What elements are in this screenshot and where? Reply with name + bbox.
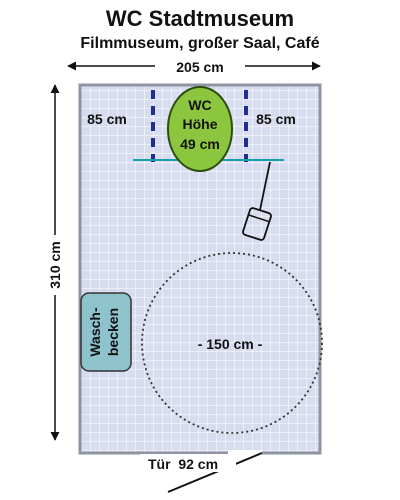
toilet-label-line2: Höhe xyxy=(183,116,218,132)
sink-icon xyxy=(80,292,132,372)
sink-label-line2: becken xyxy=(105,308,121,356)
door-leaf xyxy=(167,452,263,493)
turning-circle-label: - 150 cm - xyxy=(198,336,263,352)
depth-label-bg xyxy=(46,235,64,295)
door-label-bg xyxy=(140,454,236,472)
sink-label-line1: Wasch- xyxy=(87,307,103,357)
emergency-pull-handle-icon xyxy=(242,207,272,241)
toilet-icon xyxy=(167,86,233,172)
toilet-label-line3: 49 cm xyxy=(180,136,220,152)
turning-circle xyxy=(141,252,323,434)
diagram-title: WC Stadtmuseum xyxy=(105,6,295,31)
width-label: 205 cm xyxy=(176,59,223,75)
toilet-label-line1: WC xyxy=(188,97,211,113)
door-label: Tür 92 cm xyxy=(148,456,218,472)
emergency-cord xyxy=(259,161,271,211)
depth-label: 310 cm xyxy=(47,241,63,288)
right-clearance-label: 85 cm xyxy=(256,111,296,127)
diagram-subtitle: Filmmuseum, großer Saal, Café xyxy=(80,35,320,52)
width-label-bg xyxy=(155,57,245,75)
left-clearance-label: 85 cm xyxy=(87,111,127,127)
